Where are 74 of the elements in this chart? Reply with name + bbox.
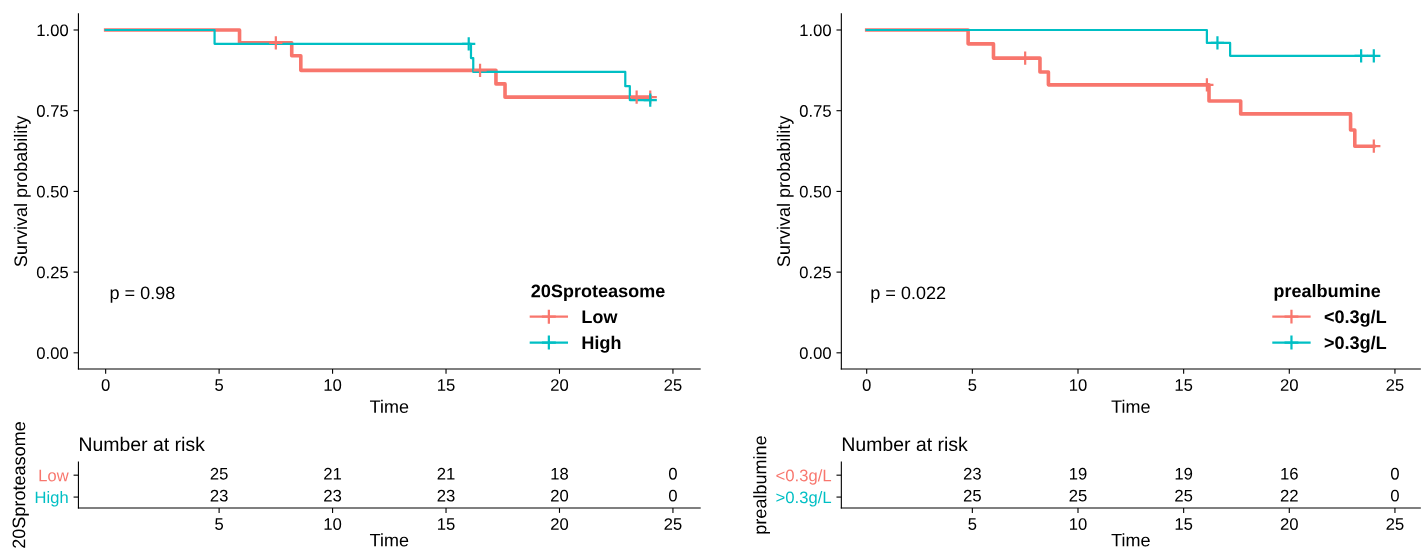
legend-label: >0.3g/L [1324,335,1387,353]
x-axis-title: Time [369,533,409,547]
data-label: 18 [551,467,569,480]
x-tick-label: 10 [1070,518,1087,530]
x-tick-label: 5 [215,518,224,530]
data-label: 0 [1390,489,1399,502]
annotation: p = 0.98 [110,286,175,303]
x-tick-label: 25 [1386,379,1404,391]
legend-label: <0.3g/L [1324,309,1387,327]
x-tick-label: 0 [101,379,110,391]
legend-label: High [582,335,621,353]
x-tick-label: 20 [1280,379,1298,391]
y-tick-label: High [35,491,68,507]
data-label: 21 [324,467,342,480]
chart-title: Number at risk [80,436,205,452]
x-axis-title: Time [1111,399,1150,414]
x-tick-label: 5 [968,518,977,530]
y-tick-label: 0.75 [799,105,831,117]
y-axis-title: Survival probability [776,115,794,267]
data-label: 25 [963,489,981,502]
x-tick-label: 25 [1386,518,1404,530]
x-axis-title: Time [1111,533,1150,547]
legend-label: Low [582,310,618,324]
annotation: p = 0.022 [871,286,946,303]
data-label: 16 [1281,467,1298,480]
chart-title: Number at risk [842,436,968,452]
x-tick-label: 20 [1280,518,1298,530]
x-tick-label: 20 [551,518,569,530]
x-tick-label: 10 [324,518,342,530]
data-label: 21 [437,467,455,480]
y-tick-label: 0.50 [799,185,831,198]
data-label: 23 [210,489,228,502]
x-tick-label: 5 [968,379,977,391]
data-label: 23 [963,467,981,480]
x-tick-label: 0 [862,379,871,391]
y-tick-label: 1.00 [37,24,69,37]
x-axis-title: Time [369,399,409,414]
y-tick-label: 0.75 [36,105,69,117]
data-label: 25 [1175,489,1193,502]
x-tick-label: 15 [1175,518,1193,530]
y-axis-title: prealbumine [753,436,770,534]
y-tick-label: 0.50 [36,185,69,198]
y-tick-label: 0.00 [36,347,69,360]
x-tick-label: 15 [1175,379,1193,391]
y-tick-label: <0.3g/L [776,469,832,485]
data-label: 23 [324,489,342,502]
data-label: 25 [1069,489,1087,502]
data-label: 19 [1070,467,1087,480]
legend-title: prealbumine [1274,284,1381,301]
x-tick-label: 5 [215,379,224,391]
y-tick-label: 0.25 [799,266,831,279]
data-label: 25 [210,467,228,480]
data-label: 22 [1280,489,1298,502]
y-tick-label: 0.00 [799,347,831,360]
data-label: 0 [668,489,677,502]
x-tick-label: 10 [1070,379,1087,391]
x-tick-label: 20 [551,379,569,391]
data-label: 0 [668,467,677,480]
data-label: 23 [437,489,455,502]
data-label: 20 [551,489,569,502]
x-tick-label: 25 [664,379,682,391]
data-label: 0 [1390,467,1399,480]
y-tick-label: >0.3g/L [776,491,832,507]
y-tick-label: 1.00 [800,24,831,37]
y-tick-label: Low [39,469,69,482]
x-tick-label: 10 [324,379,342,391]
legend-title: 20Sproteasome [531,284,665,301]
y-axis-title: Survival probability [13,115,31,267]
x-tick-label: 15 [438,379,455,391]
y-tick-label: 0.25 [36,266,69,279]
y-axis-title: 20Sproteasome [12,422,29,548]
data-label: 19 [1175,467,1193,480]
x-tick-label: 25 [664,518,682,530]
x-tick-label: 15 [438,518,455,530]
